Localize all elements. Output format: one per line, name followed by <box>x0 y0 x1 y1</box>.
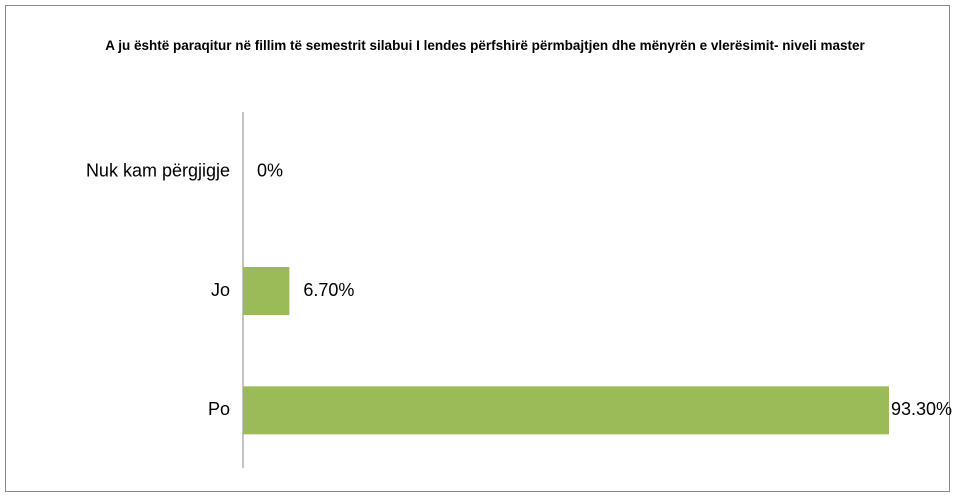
bar <box>243 267 290 315</box>
category-label: Nuk kam përgjigje <box>86 160 230 180</box>
category-label: Jo <box>211 280 230 300</box>
bar <box>243 386 889 435</box>
chart-title: A ju është paraqitur në fillim të semest… <box>105 38 865 53</box>
data-label: 93.30% <box>891 399 952 419</box>
data-label: 6.70% <box>303 280 354 300</box>
data-label: 0% <box>257 160 283 180</box>
category-label: Po <box>208 399 230 419</box>
